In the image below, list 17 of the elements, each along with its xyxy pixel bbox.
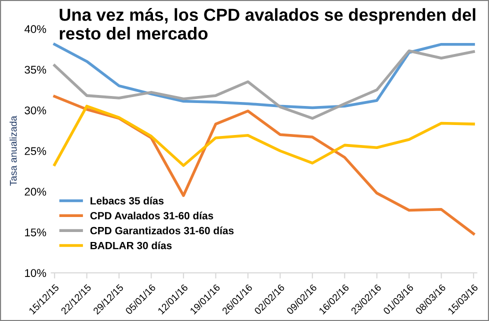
y-tick-label: 20% <box>24 188 46 196</box>
y-tick-label: 30% <box>24 106 46 114</box>
legend-label: BADLAR 30 días <box>90 241 172 250</box>
y-tick-label: 35% <box>24 66 46 74</box>
y-axis-title: Tasa anualizada <box>10 116 17 186</box>
y-tick-label: 15% <box>25 228 46 236</box>
legend-label: Lebacs 35 días <box>90 196 164 204</box>
y-tick-label: 40% <box>24 25 46 34</box>
legend-label: CPD Avalados 31-60 días <box>90 212 214 220</box>
line-series <box>53 42 475 110</box>
y-tick-label: 25% <box>24 147 46 156</box>
chart-title: Una vez más, los CPD avalados se desprenden del resto del mercado <box>60 8 476 40</box>
y-tick-label: 10% <box>25 269 46 277</box>
legend-label: CPD Garantizados 31-60 días <box>90 226 234 234</box>
line-series <box>53 104 475 167</box>
line-series <box>53 49 475 120</box>
line-series <box>53 94 475 236</box>
